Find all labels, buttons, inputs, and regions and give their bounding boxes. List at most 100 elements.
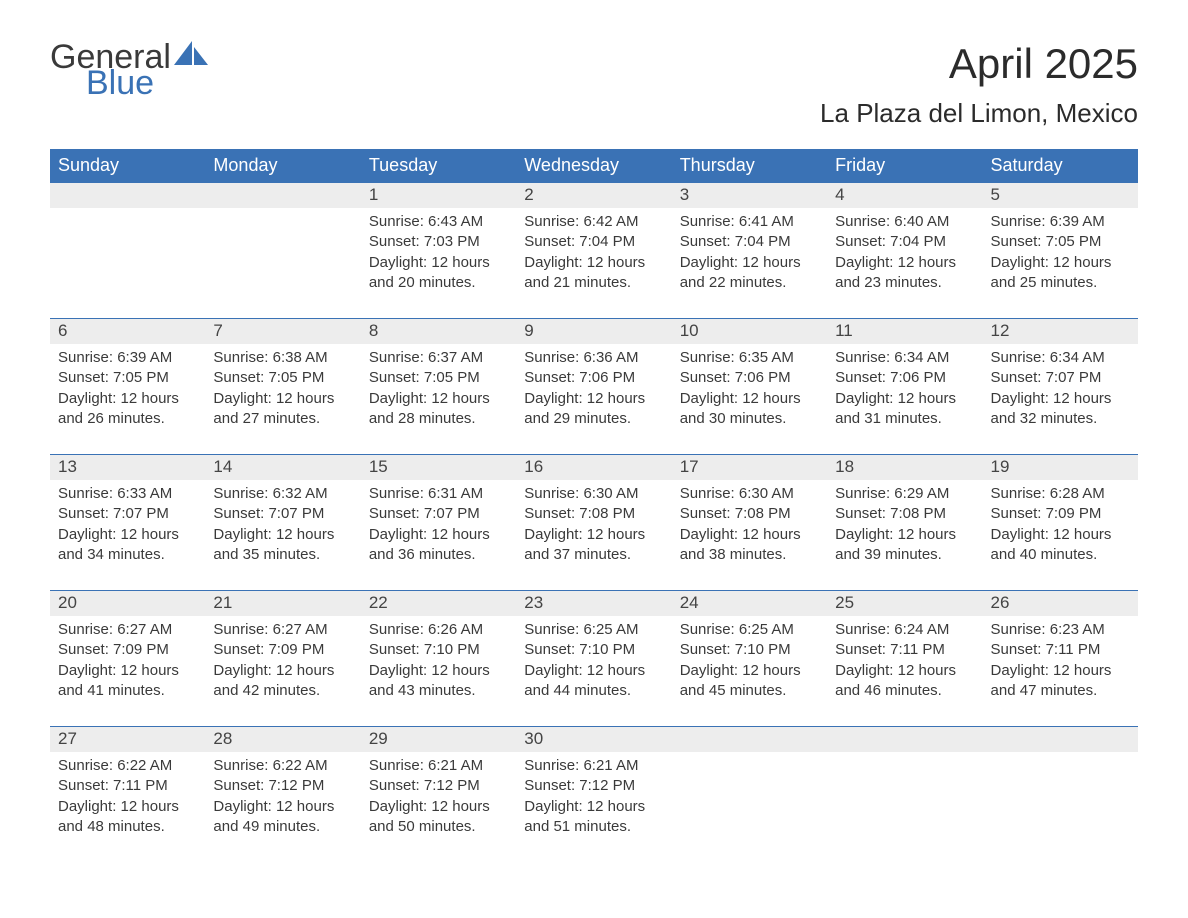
daylight-line: Daylight: 12 hours and 44 minutes.: [524, 661, 663, 702]
sunrise-line: Sunrise: 6:32 AM: [213, 484, 352, 504]
daylight-line: Daylight: 12 hours and 25 minutes.: [991, 253, 1130, 294]
sunset-line: Sunset: 7:10 PM: [369, 640, 508, 660]
day-details: Sunrise: 6:30 AMSunset: 7:08 PMDaylight:…: [672, 480, 827, 573]
title-block: April 2025 La Plaza del Limon, Mexico: [820, 40, 1138, 141]
page-title: April 2025: [820, 40, 1138, 88]
daylight-line: Daylight: 12 hours and 47 minutes.: [991, 661, 1130, 702]
sunrise-line: Sunrise: 6:25 AM: [524, 620, 663, 640]
sunset-line: Sunset: 7:09 PM: [58, 640, 197, 660]
sunrise-line: Sunrise: 6:40 AM: [835, 212, 974, 232]
day-details: [50, 208, 205, 220]
day-details: Sunrise: 6:43 AMSunset: 7:03 PMDaylight:…: [361, 208, 516, 301]
day-number: 12: [983, 318, 1138, 344]
day-details: [983, 752, 1138, 764]
calendar-day-cell: 27Sunrise: 6:22 AMSunset: 7:11 PMDayligh…: [50, 726, 205, 862]
day-details: Sunrise: 6:26 AMSunset: 7:10 PMDaylight:…: [361, 616, 516, 709]
day-number: 14: [205, 454, 360, 480]
calendar-day-cell: .: [672, 726, 827, 862]
sunset-line: Sunset: 7:12 PM: [369, 776, 508, 796]
day-number: 19: [983, 454, 1138, 480]
daylight-line: Daylight: 12 hours and 23 minutes.: [835, 253, 974, 294]
sunrise-line: Sunrise: 6:37 AM: [369, 348, 508, 368]
day-number: 21: [205, 590, 360, 616]
day-number: 16: [516, 454, 671, 480]
sunset-line: Sunset: 7:11 PM: [58, 776, 197, 796]
sunrise-line: Sunrise: 6:30 AM: [524, 484, 663, 504]
sunrise-line: Sunrise: 6:21 AM: [369, 756, 508, 776]
day-number: 2: [516, 182, 671, 208]
daylight-line: Daylight: 12 hours and 50 minutes.: [369, 797, 508, 838]
calendar-day-cell: 25Sunrise: 6:24 AMSunset: 7:11 PMDayligh…: [827, 590, 982, 726]
sunset-line: Sunset: 7:11 PM: [991, 640, 1130, 660]
day-number: .: [827, 726, 982, 752]
day-number: 13: [50, 454, 205, 480]
daylight-line: Daylight: 12 hours and 36 minutes.: [369, 525, 508, 566]
sunset-line: Sunset: 7:04 PM: [524, 232, 663, 252]
daylight-line: Daylight: 12 hours and 42 minutes.: [213, 661, 352, 702]
weekday-header: Friday: [827, 149, 982, 182]
sunset-line: Sunset: 7:10 PM: [680, 640, 819, 660]
sunset-line: Sunset: 7:09 PM: [213, 640, 352, 660]
weekday-header: Wednesday: [516, 149, 671, 182]
calendar-week-row: 13Sunrise: 6:33 AMSunset: 7:07 PMDayligh…: [50, 454, 1138, 590]
sunset-line: Sunset: 7:07 PM: [991, 368, 1130, 388]
sunrise-line: Sunrise: 6:35 AM: [680, 348, 819, 368]
header-row: General Blue April 2025 La Plaza del Lim…: [50, 40, 1138, 141]
sunrise-line: Sunrise: 6:34 AM: [991, 348, 1130, 368]
daylight-line: Daylight: 12 hours and 30 minutes.: [680, 389, 819, 430]
calendar-day-cell: 18Sunrise: 6:29 AMSunset: 7:08 PMDayligh…: [827, 454, 982, 590]
sunrise-line: Sunrise: 6:42 AM: [524, 212, 663, 232]
day-details: Sunrise: 6:33 AMSunset: 7:07 PMDaylight:…: [50, 480, 205, 573]
sunset-line: Sunset: 7:08 PM: [680, 504, 819, 524]
day-number: 8: [361, 318, 516, 344]
sunset-line: Sunset: 7:07 PM: [213, 504, 352, 524]
day-number: 27: [50, 726, 205, 752]
calendar-day-cell: 1Sunrise: 6:43 AMSunset: 7:03 PMDaylight…: [361, 182, 516, 318]
daylight-line: Daylight: 12 hours and 38 minutes.: [680, 525, 819, 566]
daylight-line: Daylight: 12 hours and 40 minutes.: [991, 525, 1130, 566]
sunset-line: Sunset: 7:06 PM: [835, 368, 974, 388]
day-number: 17: [672, 454, 827, 480]
day-number: .: [205, 182, 360, 208]
day-details: Sunrise: 6:25 AMSunset: 7:10 PMDaylight:…: [516, 616, 671, 709]
day-details: Sunrise: 6:38 AMSunset: 7:05 PMDaylight:…: [205, 344, 360, 437]
daylight-line: Daylight: 12 hours and 46 minutes.: [835, 661, 974, 702]
day-number: 18: [827, 454, 982, 480]
calendar-day-cell: .: [50, 182, 205, 318]
daylight-line: Daylight: 12 hours and 21 minutes.: [524, 253, 663, 294]
sunrise-line: Sunrise: 6:39 AM: [58, 348, 197, 368]
sunset-line: Sunset: 7:12 PM: [524, 776, 663, 796]
calendar-day-cell: 3Sunrise: 6:41 AMSunset: 7:04 PMDaylight…: [672, 182, 827, 318]
calendar-day-cell: 5Sunrise: 6:39 AMSunset: 7:05 PMDaylight…: [983, 182, 1138, 318]
sunset-line: Sunset: 7:05 PM: [369, 368, 508, 388]
day-number: 11: [827, 318, 982, 344]
calendar-day-cell: 29Sunrise: 6:21 AMSunset: 7:12 PMDayligh…: [361, 726, 516, 862]
day-details: Sunrise: 6:21 AMSunset: 7:12 PMDaylight:…: [516, 752, 671, 845]
day-number: 30: [516, 726, 671, 752]
sunrise-line: Sunrise: 6:41 AM: [680, 212, 819, 232]
weekday-header: Saturday: [983, 149, 1138, 182]
day-details: Sunrise: 6:24 AMSunset: 7:11 PMDaylight:…: [827, 616, 982, 709]
sunrise-line: Sunrise: 6:22 AM: [58, 756, 197, 776]
sunrise-line: Sunrise: 6:29 AM: [835, 484, 974, 504]
daylight-line: Daylight: 12 hours and 32 minutes.: [991, 389, 1130, 430]
daylight-line: Daylight: 12 hours and 28 minutes.: [369, 389, 508, 430]
calendar-day-cell: 30Sunrise: 6:21 AMSunset: 7:12 PMDayligh…: [516, 726, 671, 862]
day-number: 26: [983, 590, 1138, 616]
sunrise-line: Sunrise: 6:36 AM: [524, 348, 663, 368]
weekday-header-row: SundayMondayTuesdayWednesdayThursdayFrid…: [50, 149, 1138, 182]
day-number: 23: [516, 590, 671, 616]
day-details: Sunrise: 6:36 AMSunset: 7:06 PMDaylight:…: [516, 344, 671, 437]
sunset-line: Sunset: 7:07 PM: [369, 504, 508, 524]
daylight-line: Daylight: 12 hours and 27 minutes.: [213, 389, 352, 430]
calendar-day-cell: 4Sunrise: 6:40 AMSunset: 7:04 PMDaylight…: [827, 182, 982, 318]
day-details: [827, 752, 982, 764]
daylight-line: Daylight: 12 hours and 20 minutes.: [369, 253, 508, 294]
calendar-day-cell: 19Sunrise: 6:28 AMSunset: 7:09 PMDayligh…: [983, 454, 1138, 590]
day-details: Sunrise: 6:35 AMSunset: 7:06 PMDaylight:…: [672, 344, 827, 437]
sunset-line: Sunset: 7:10 PM: [524, 640, 663, 660]
day-details: Sunrise: 6:25 AMSunset: 7:10 PMDaylight:…: [672, 616, 827, 709]
day-number: 15: [361, 454, 516, 480]
day-details: Sunrise: 6:22 AMSunset: 7:11 PMDaylight:…: [50, 752, 205, 845]
daylight-line: Daylight: 12 hours and 35 minutes.: [213, 525, 352, 566]
